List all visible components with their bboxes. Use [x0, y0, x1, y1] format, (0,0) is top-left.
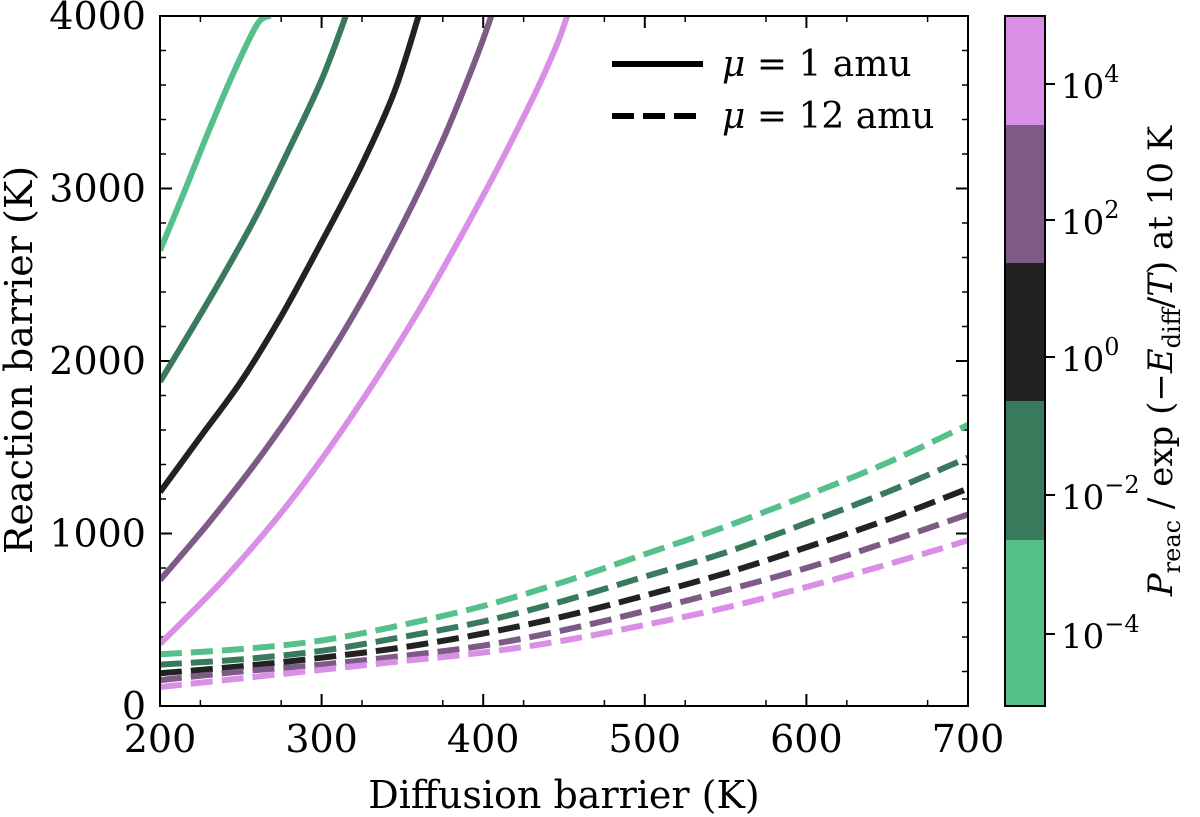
plot-series — [160, 16, 968, 690]
legend-entry-2: μ = 12 amu — [722, 96, 935, 137]
colorbar-band — [1005, 401, 1045, 540]
x-axis-label: Diffusion barrier (K) — [368, 773, 759, 817]
colorbar-label: Preac / exp (−Ediff/T) at 10 K — [1141, 125, 1186, 597]
colorbar-tick-label: 104 — [1061, 60, 1120, 107]
x-tick-label: 300 — [285, 717, 358, 761]
x-tick-label: 400 — [447, 717, 520, 761]
legend: μ = 1 amu μ = 12 amu — [612, 44, 935, 137]
x-tick-label: 600 — [770, 717, 843, 761]
colorbar-frame — [1004, 15, 1046, 707]
series-line-mu1-0 — [160, 16, 272, 252]
series-line-mu1-1 — [160, 16, 349, 384]
x-tick-label: 500 — [609, 717, 682, 761]
series-line-mu12-9 — [160, 537, 968, 690]
colorbar-tick-label: 10−4 — [1061, 610, 1140, 657]
y-tick-label: 3000 — [49, 167, 146, 211]
y-tick-label: 2000 — [49, 339, 146, 383]
series-line-mu12-5 — [160, 422, 968, 658]
colorbar-tick-label: 10−2 — [1061, 471, 1140, 518]
x-tick-label: 700 — [932, 717, 1005, 761]
colorbar-tick-label: 100 — [1061, 333, 1120, 380]
legend-entry-1: μ = 1 amu — [722, 44, 912, 85]
axis-ticks: 200 300 400 500 600 700 0 1000 2000 3000 4000 — [49, 0, 1004, 761]
y-axis-label: Reaction barrier (K) — [0, 166, 41, 554]
series-line-mu1-4 — [160, 16, 571, 647]
series-line-mu12-8 — [160, 511, 968, 684]
y-tick-label: 4000 — [49, 0, 146, 38]
colorbar-band — [1005, 16, 1045, 125]
colorbar: 10−4 10−2 100 102 104 — [1005, 16, 1140, 706]
colorbar-tick-label: 102 — [1061, 196, 1120, 243]
series-line-mu12-6 — [160, 454, 968, 668]
series-line-mu12-7 — [160, 485, 968, 677]
colorbar-band — [1005, 125, 1045, 263]
series-line-mu1-3 — [160, 16, 495, 583]
x-tick-label: 200 — [124, 717, 197, 761]
colorbar-band — [1005, 540, 1045, 706]
series-line-mu1-2 — [160, 16, 422, 494]
y-tick-label: 0 — [122, 684, 146, 728]
plot-frame — [159, 15, 969, 707]
colorbar-band — [1005, 263, 1045, 401]
y-tick-label: 1000 — [49, 512, 146, 556]
